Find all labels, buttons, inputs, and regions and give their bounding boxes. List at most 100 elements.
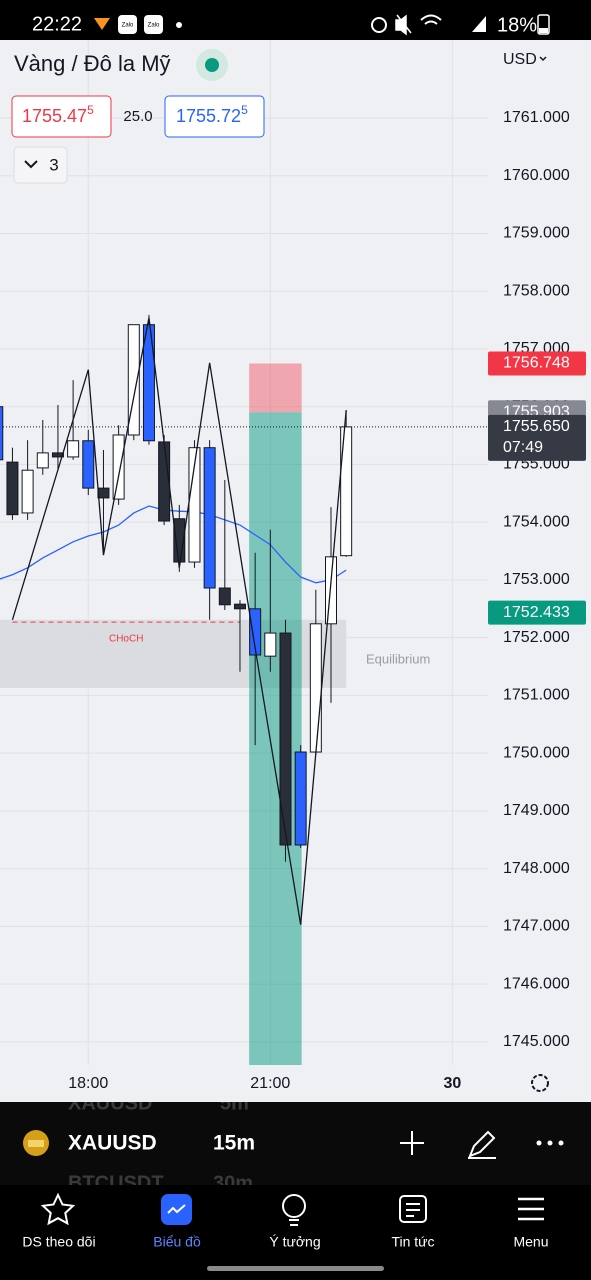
menu-icon[interactable]	[518, 1197, 544, 1221]
y-tick-label: 1753.000	[503, 571, 570, 588]
app-icon	[144, 15, 163, 34]
candle-body	[36, 452, 49, 469]
ask-pip: 5	[241, 103, 248, 117]
candle-body	[97, 487, 110, 499]
ideas-icon-base	[289, 1219, 299, 1226]
candle-body	[82, 440, 95, 489]
ask-price: 1755.725	[176, 103, 248, 126]
signal-icon	[472, 16, 486, 32]
candle-body	[309, 623, 322, 753]
draw-button[interactable]	[468, 1130, 496, 1159]
next-interval: 30m	[213, 1172, 253, 1194]
battery-fill	[539, 28, 548, 33]
chart-icon[interactable]	[161, 1194, 192, 1225]
price-tag	[488, 600, 586, 625]
interval[interactable]: 15m	[213, 1132, 255, 1155]
watchlist-icon[interactable]	[40, 1192, 76, 1226]
home-indicator	[207, 1266, 384, 1271]
candle-body	[67, 440, 80, 458]
bid-button[interactable]	[11, 95, 112, 138]
bid-pip: 5	[87, 103, 94, 117]
y-tick-label: 1761.000	[503, 109, 570, 126]
news-icon-lines	[406, 1203, 420, 1217]
y-tick-label: 1748.000	[503, 860, 570, 877]
nav-label[interactable]: Ý tưởng	[269, 1234, 320, 1250]
nav-label[interactable]: DS theo dõi	[22, 1234, 95, 1250]
symbol-toolbar	[0, 1102, 591, 1185]
ask-main: 1755.72	[176, 106, 241, 126]
position-stop-zone	[249, 363, 302, 413]
x-tick-label: 18:00	[68, 1075, 108, 1092]
symbol-name: Vàng / Đô la Mỹ	[14, 51, 171, 76]
bid-price: 1755.475	[22, 103, 94, 126]
candle-body	[203, 447, 216, 589]
settings-icon[interactable]	[531, 1074, 549, 1092]
currency[interactable]: USD	[503, 51, 537, 68]
candle-body	[249, 608, 262, 656]
chart-icon-line	[167, 1204, 186, 1214]
ask-button[interactable]	[164, 95, 265, 138]
toolbar-scroller: XAUUSD 5m BTCUSDT 30m	[68, 1092, 253, 1194]
candle-body	[173, 518, 186, 563]
y-tick-label: 1758.000	[503, 282, 570, 299]
news-icon[interactable]	[399, 1195, 427, 1223]
candle-body	[264, 632, 277, 657]
alarm-icon	[371, 17, 387, 33]
candle-body	[51, 452, 64, 458]
app-icon	[94, 18, 110, 30]
y-tick-label: 1750.000	[503, 744, 570, 761]
y-tick-label: 1751.000	[503, 687, 570, 704]
mute-icon	[395, 14, 412, 36]
symbol[interactable]: XAUUSD	[68, 1132, 157, 1155]
nav-bar	[0, 1185, 591, 1280]
y-tick-label: 1747.000	[503, 918, 570, 935]
y-tick-label: 1754.000	[503, 513, 570, 530]
equilibrium-label: Equilibrium	[366, 651, 430, 666]
prev-interval: 5m	[220, 1092, 249, 1114]
price-tag-label: 1756.748	[503, 355, 570, 372]
candle-body	[142, 324, 155, 442]
choch-label: CHoCH	[109, 634, 143, 645]
y-tick-label: 1746.000	[503, 975, 570, 992]
price-tag-label: 1755.650	[503, 418, 570, 435]
add-button[interactable]	[400, 1131, 424, 1155]
nav-label[interactable]: Tin tức	[391, 1234, 434, 1250]
candle-body	[21, 469, 34, 514]
next-symbol[interactable]: BTCUSDT	[68, 1172, 164, 1194]
candle-body	[340, 426, 353, 557]
collapse-button[interactable]	[13, 146, 68, 184]
bid-main: 1755.47	[22, 106, 87, 126]
candle-body	[0, 406, 4, 461]
y-tick-label: 1752.000	[503, 629, 570, 646]
nav-label[interactable]: Menu	[513, 1234, 548, 1250]
candle-body	[233, 603, 246, 610]
candle-body	[6, 461, 19, 516]
price-tag-label: 1752.433	[503, 604, 570, 621]
collapse-count: 3	[49, 155, 58, 174]
candle-body	[127, 324, 140, 436]
y-tick-label: 1760.000	[503, 167, 570, 184]
y-tick-label: 1745.000	[503, 1033, 570, 1050]
symbol-logo-bars	[28, 1140, 44, 1147]
price-axis: 1745.000 1746.000 1747.000 1748.000 1749.000…	[488, 109, 586, 1050]
battery-icon	[537, 14, 550, 35]
price-tag	[488, 414, 586, 461]
wifi-icon	[420, 14, 442, 25]
ideas-icon[interactable]	[282, 1194, 306, 1218]
more-button[interactable]	[536, 1140, 564, 1146]
candle-body	[279, 632, 292, 846]
collapse-chevron	[24, 160, 38, 169]
spread: 25.0	[123, 108, 152, 125]
currency-chevron	[539, 56, 547, 62]
clock: 22:22	[32, 13, 82, 35]
battery-level: 18%	[497, 14, 537, 36]
app-icon-label: Zalo	[148, 23, 160, 29]
candle-body	[218, 587, 231, 606]
nav-label-active[interactable]: Biểu đồ	[153, 1234, 201, 1250]
price-tag	[488, 351, 586, 376]
app-icon	[118, 15, 137, 34]
prev-symbol[interactable]: XAUUSD	[68, 1092, 152, 1114]
candle-body	[324, 556, 337, 625]
